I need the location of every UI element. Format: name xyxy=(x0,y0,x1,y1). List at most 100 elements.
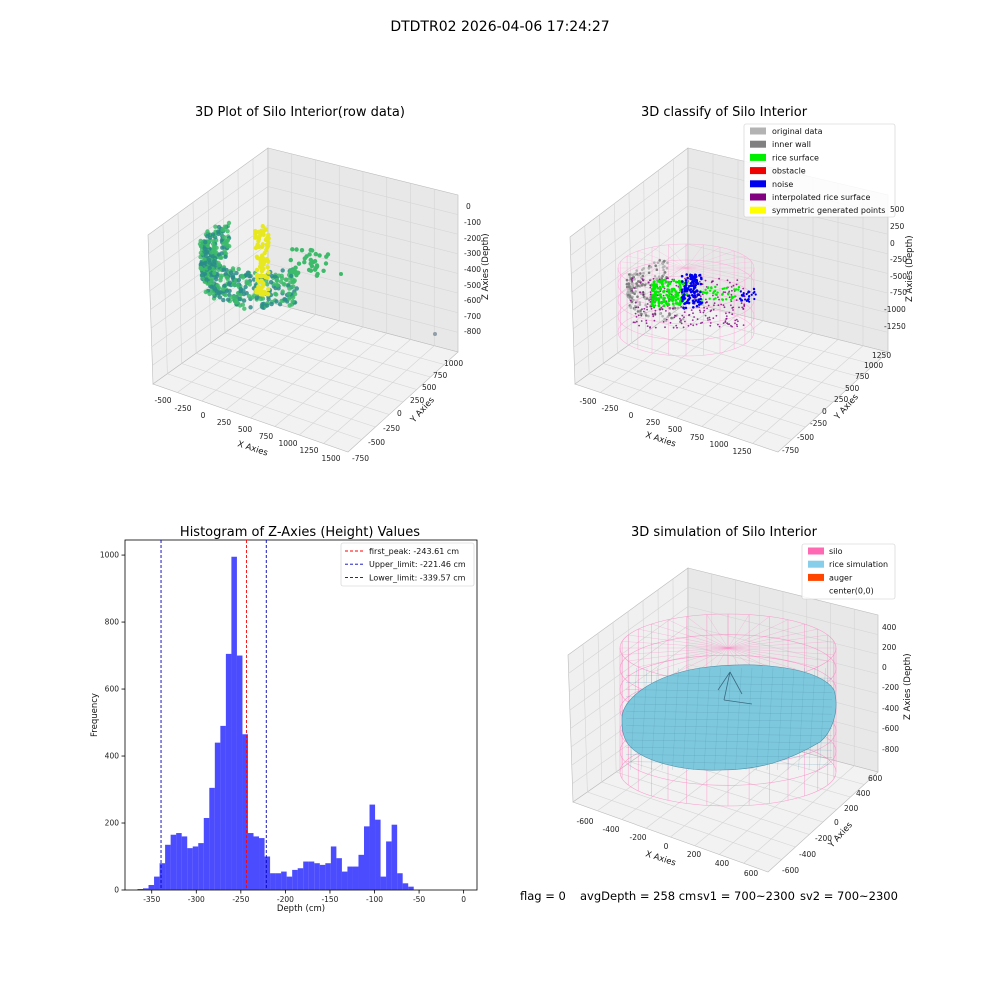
data-point xyxy=(660,306,663,309)
data-point xyxy=(642,279,644,282)
silo-spoke xyxy=(685,250,735,269)
data-point xyxy=(209,250,214,255)
panel-histogram: Histogram of Z-Axies (Height) Values -35… xyxy=(90,525,478,914)
data-point xyxy=(238,292,243,298)
data-point xyxy=(226,297,231,302)
data-point xyxy=(221,267,226,272)
surface-mesh-line xyxy=(766,667,774,771)
data-point xyxy=(646,325,649,327)
classify-y-tick: 500 xyxy=(845,384,860,393)
data-point xyxy=(245,270,251,275)
data-point xyxy=(699,311,702,313)
data-point xyxy=(266,287,271,292)
silo-spoke xyxy=(727,628,818,649)
classify-z-tick: 0 xyxy=(890,239,895,248)
data-point xyxy=(265,303,270,308)
surface-mesh-line xyxy=(808,667,816,771)
sim-z-label: Z Axies (Depth) xyxy=(903,653,913,720)
grid-line xyxy=(645,332,847,390)
data-point xyxy=(712,280,714,282)
raw-y-tick: 500 xyxy=(422,383,437,392)
data-point xyxy=(278,279,284,284)
data-point xyxy=(202,246,207,251)
data-point xyxy=(698,309,701,312)
grid-line xyxy=(687,263,889,314)
data-point xyxy=(747,291,750,294)
data-point xyxy=(630,282,634,286)
classify-floor-pane xyxy=(574,301,889,453)
data-point xyxy=(651,304,655,308)
data-point xyxy=(650,299,654,303)
data-point xyxy=(235,282,240,288)
data-point xyxy=(634,321,636,324)
data-point xyxy=(693,274,697,278)
data-point xyxy=(236,266,241,272)
data-point xyxy=(260,224,265,229)
sim-x-tick: 200 xyxy=(687,850,702,859)
data-point xyxy=(705,298,707,301)
surface-mesh-line xyxy=(787,667,795,771)
data-point xyxy=(637,314,640,317)
hist-bar xyxy=(380,876,387,890)
legend-swatch xyxy=(808,587,824,595)
silo-spoke xyxy=(667,647,729,677)
data-point xyxy=(648,299,650,301)
data-point xyxy=(636,295,639,299)
data-point xyxy=(659,288,662,291)
data-point xyxy=(728,296,731,299)
data-point xyxy=(698,306,700,308)
data-point xyxy=(233,300,239,305)
silo-spoke xyxy=(620,261,687,269)
data-point xyxy=(722,304,725,307)
data-point xyxy=(221,235,227,240)
grid-line xyxy=(323,345,435,444)
data-point xyxy=(293,265,298,270)
classify-points xyxy=(625,259,757,329)
grid-line xyxy=(687,243,889,294)
hist-bar xyxy=(220,725,226,890)
data-point xyxy=(223,271,228,277)
silo-spoke xyxy=(651,247,687,269)
data-point xyxy=(263,227,269,232)
sim-y-tick: -400 xyxy=(799,850,816,859)
data-point xyxy=(643,310,645,313)
data-point xyxy=(674,290,678,293)
hist-bar xyxy=(303,861,309,890)
sim-x-tick: -600 xyxy=(576,817,593,826)
hist-x-ticks: -350 -300 -250 -200 -150 -100 -50 0 xyxy=(143,890,466,904)
data-point xyxy=(688,285,691,288)
data-point xyxy=(676,297,680,301)
footer-flag: flag = 0 xyxy=(520,889,566,903)
data-point xyxy=(735,283,738,286)
data-point xyxy=(306,267,312,273)
data-point xyxy=(229,294,234,300)
data-point xyxy=(682,306,685,310)
grid-line xyxy=(224,332,417,390)
data-point xyxy=(287,303,292,308)
data-point xyxy=(650,307,653,310)
data-point xyxy=(671,299,674,303)
data-point xyxy=(654,294,657,297)
data-point xyxy=(657,290,660,294)
classify-y-tick: 750 xyxy=(855,372,870,381)
data-point xyxy=(726,279,729,282)
data-point xyxy=(701,291,705,294)
silo-spoke xyxy=(727,634,828,649)
data-point xyxy=(684,285,687,289)
data-point xyxy=(628,294,632,298)
data-point xyxy=(735,288,738,291)
hist-bar xyxy=(369,804,376,890)
data-point xyxy=(662,294,665,297)
hist-bar xyxy=(297,868,304,890)
hist-bar xyxy=(247,833,254,890)
data-point xyxy=(689,323,692,326)
classify-z-tick: 250 xyxy=(890,222,905,231)
hist-x-tick: -50 xyxy=(413,895,425,904)
data-point xyxy=(236,277,242,283)
silo-spoke xyxy=(685,267,721,289)
data-point xyxy=(294,247,299,252)
data-point xyxy=(695,304,699,308)
data-point xyxy=(692,306,695,309)
hist-bar xyxy=(341,871,348,890)
data-point xyxy=(203,289,208,295)
